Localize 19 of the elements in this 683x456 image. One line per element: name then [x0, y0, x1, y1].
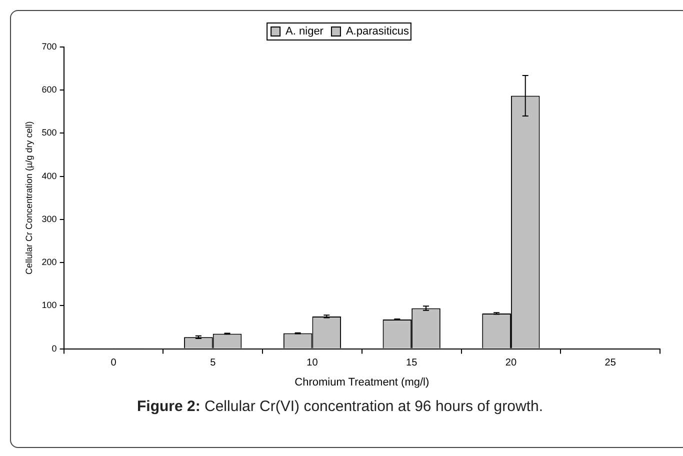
- x-tick-label: 0: [110, 358, 117, 369]
- y-tick-label: 400: [42, 170, 57, 181]
- y-tick-label: 100: [42, 300, 57, 310]
- y-tick-label: 500: [42, 128, 57, 138]
- x-tick-label: 25: [604, 358, 616, 369]
- y-tick-label: 0: [52, 343, 57, 354]
- x-tick-label: 10: [306, 358, 318, 369]
- y-tick-label: 600: [42, 84, 57, 95]
- x-axis-title: Chromium Treatment (mg/l): [294, 376, 430, 388]
- y-axis-title: Cellular Cr Concentration (µ/g dry cell): [24, 121, 34, 275]
- y-tick-label: 300: [42, 214, 57, 224]
- y-tick-label: 200: [42, 257, 57, 268]
- caption: Figure 2: Cellular Cr(VI) concentration at 96 hours of growth.: [137, 398, 543, 415]
- legend-label: A. niger: [286, 26, 324, 38]
- x-tick-label: 5: [210, 358, 216, 369]
- x-tick-label: 15: [406, 358, 418, 369]
- y-tick-label: 700: [42, 41, 57, 52]
- x-tick-label: 20: [505, 358, 517, 369]
- legend-label: A.parasiticus: [346, 26, 410, 38]
